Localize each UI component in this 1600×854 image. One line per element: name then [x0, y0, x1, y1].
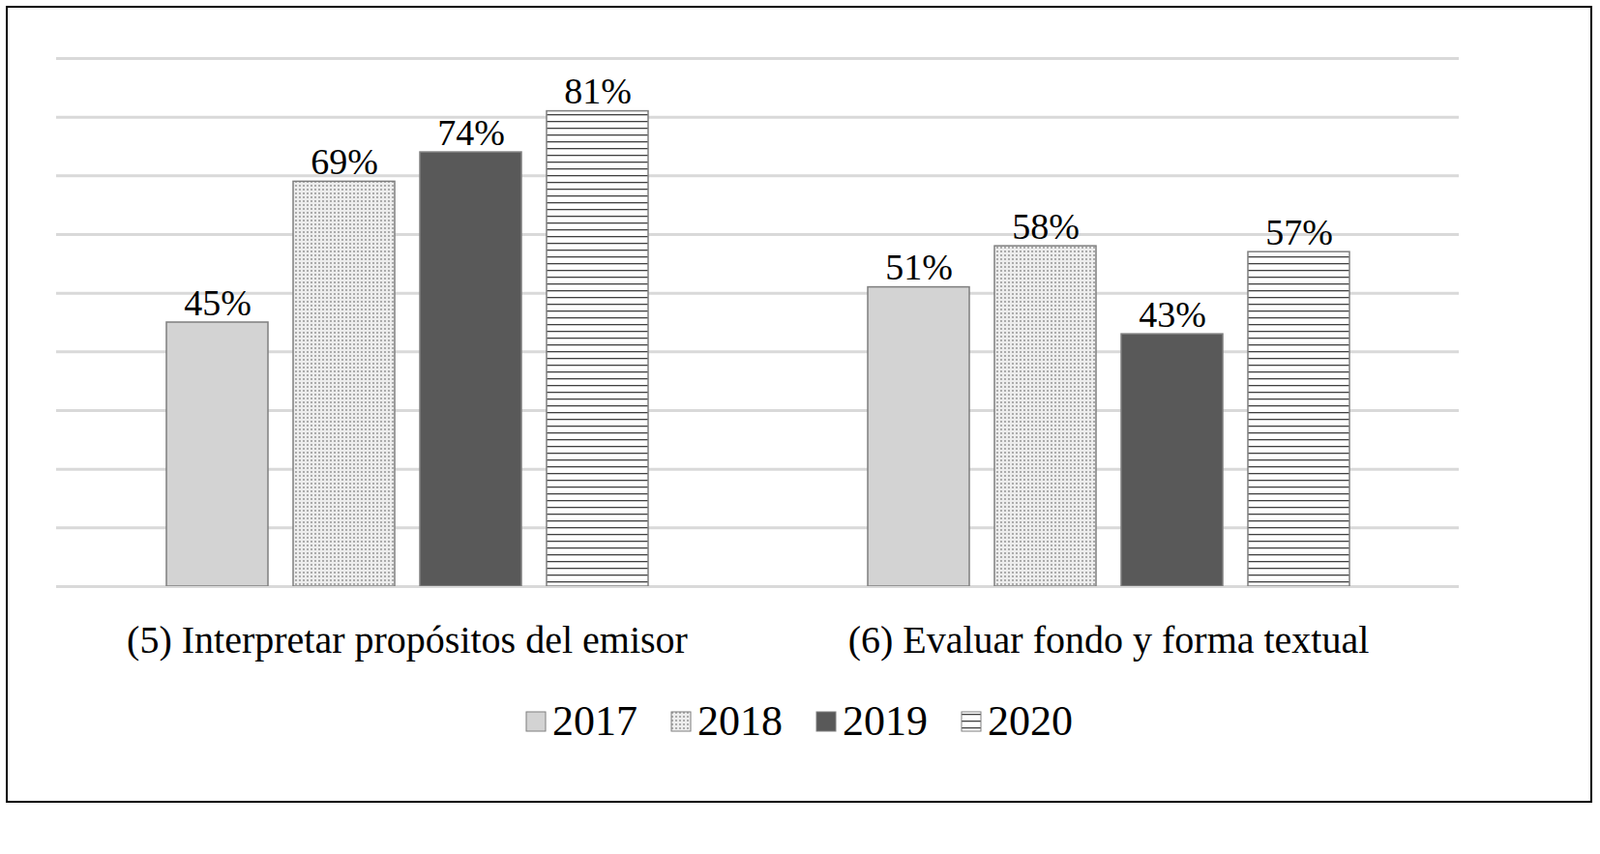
svg-text:81%: 81% [563, 70, 632, 112]
svg-text:43%: 43% [1138, 294, 1207, 335]
svg-text:51%: 51% [885, 246, 953, 288]
svg-text:57%: 57% [1265, 211, 1334, 253]
svg-text:45%: 45% [183, 282, 252, 324]
svg-text:74%: 74% [437, 112, 505, 153]
html-text:2018: 2018 [697, 697, 783, 745]
svg-text:58%: 58% [1011, 206, 1080, 247]
html-text:2020: 2020 [987, 697, 1073, 745]
svg-text:69%: 69% [310, 141, 379, 182]
svg-text:(6) Evaluar fondo y forma text: (6) Evaluar fondo y forma textual [848, 618, 1370, 662]
svg-text:(5) Interpretar propósitos del: (5) Interpretar propósitos del emisor [126, 618, 688, 662]
html-text:2019: 2019 [842, 697, 928, 745]
html-text:2017: 2017 [552, 697, 638, 745]
